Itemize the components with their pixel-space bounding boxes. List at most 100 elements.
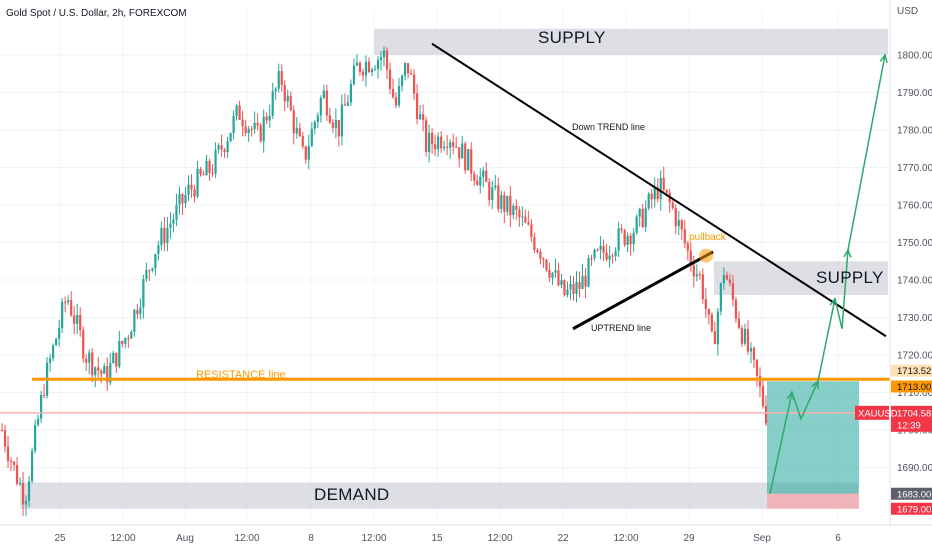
- candle-body: [295, 128, 298, 134]
- y-tick-label: 1710.00: [897, 388, 932, 399]
- candle-body: [36, 418, 40, 425]
- candle-body: [97, 367, 100, 371]
- candle-body: [250, 128, 253, 130]
- candle-body: [626, 235, 629, 245]
- candle-body: [409, 73, 413, 75]
- zone-supply-1: [714, 261, 888, 295]
- candle-body: [3, 430, 7, 447]
- candle-body: [121, 341, 124, 344]
- pullback-marker: [699, 248, 713, 263]
- candle-body: [659, 177, 662, 200]
- x-tick-label: 15: [431, 533, 443, 544]
- arrow-head: [879, 53, 888, 63]
- candles[interactable]: [0, 46, 768, 517]
- candle-body: [596, 249, 599, 251]
- candle-body: [9, 460, 13, 462]
- candle-body: [328, 115, 331, 123]
- candle-body: [12, 461, 16, 465]
- candle-body: [731, 283, 735, 300]
- current-price-value: 1704.58: [897, 408, 931, 419]
- candle-body: [94, 367, 97, 376]
- candle-body: [232, 115, 235, 134]
- candle-body: [755, 359, 759, 376]
- candle-body: [494, 185, 497, 188]
- candle-body: [280, 70, 283, 85]
- y-tick-label: 1790.00: [897, 88, 932, 99]
- candle-body: [713, 331, 716, 345]
- candle-body: [488, 182, 491, 201]
- candle-body: [313, 121, 316, 129]
- candle-body: [485, 170, 488, 183]
- candle-body: [202, 174, 205, 176]
- target-price-badge: 1683.00: [897, 489, 931, 500]
- candle-body: [379, 57, 383, 60]
- supply-mid-label: SUPPLY: [816, 268, 884, 287]
- y-tick-label: 1760.00: [897, 201, 932, 212]
- x-tick-label: 12:00: [487, 533, 512, 544]
- candle-body: [581, 275, 584, 290]
- target-price-badge-bg: [891, 487, 932, 500]
- candle-body: [497, 185, 500, 209]
- x-tick-label: 6: [835, 533, 841, 544]
- candle-body: [470, 149, 473, 174]
- candle-body: [458, 147, 461, 159]
- candle-body: [476, 180, 479, 186]
- resistance-price-badge-bg: [891, 364, 932, 377]
- candle-body: [190, 184, 193, 190]
- candle-body: [665, 189, 668, 193]
- candle-body: [367, 61, 371, 73]
- candle-body: [88, 352, 91, 363]
- downtrend-label: Down TREND line: [572, 122, 645, 132]
- candle-body: [184, 195, 187, 204]
- candle-body: [286, 95, 289, 102]
- y-tick-label: 1730.00: [897, 313, 932, 324]
- uptrend-line: [572, 250, 714, 331]
- candle-body: [605, 252, 608, 260]
- candle-body: [52, 345, 55, 359]
- candle-body: [271, 91, 274, 116]
- price-badges: 1713.52 1713.00 1683.00 1679.00 1704.5812:39…: [855, 364, 932, 515]
- zone-supply-0: [374, 28, 888, 55]
- candle-body: [211, 172, 214, 174]
- candle-body: [76, 314, 79, 324]
- candle-body: [620, 228, 623, 231]
- candle-body: [656, 187, 659, 200]
- candle-body: [674, 207, 677, 227]
- candle-body: [319, 97, 322, 116]
- candle-body: [412, 74, 416, 94]
- candle-body: [415, 93, 419, 120]
- candle-body: [136, 309, 139, 315]
- candle-body: [310, 128, 313, 147]
- candle-body: [647, 193, 650, 209]
- candle-body: [298, 128, 301, 137]
- candle-body: [593, 249, 596, 259]
- candle-body: [542, 258, 545, 260]
- candle-body: [24, 500, 28, 505]
- candle-body: [743, 329, 747, 344]
- zone-demand-2: [20, 482, 858, 509]
- x-tick-label: 12:00: [613, 533, 638, 544]
- candle-body: [527, 222, 530, 225]
- candle-body: [464, 143, 467, 171]
- candle-body: [515, 205, 518, 210]
- arrow-head: [829, 297, 838, 307]
- candle-body: [30, 450, 34, 482]
- candle-body: [397, 86, 401, 106]
- candle-body: [635, 216, 638, 233]
- x-tick-label: 22: [557, 533, 569, 544]
- candle-body: [223, 149, 226, 153]
- x-tick-label: 12:00: [234, 533, 259, 544]
- candle-body: [82, 330, 85, 359]
- candle-body: [400, 75, 404, 87]
- current-price-badge-bg: [891, 405, 932, 432]
- candle-body: [103, 366, 106, 374]
- resistance-label: RESISTANCE line: [196, 369, 286, 381]
- candle-body: [64, 301, 67, 303]
- candle-body: [725, 274, 728, 280]
- candle-body: [503, 195, 506, 212]
- candle-body: [482, 170, 485, 177]
- candle-body: [491, 187, 494, 201]
- candle-body: [256, 122, 259, 126]
- candle-body: [61, 301, 64, 328]
